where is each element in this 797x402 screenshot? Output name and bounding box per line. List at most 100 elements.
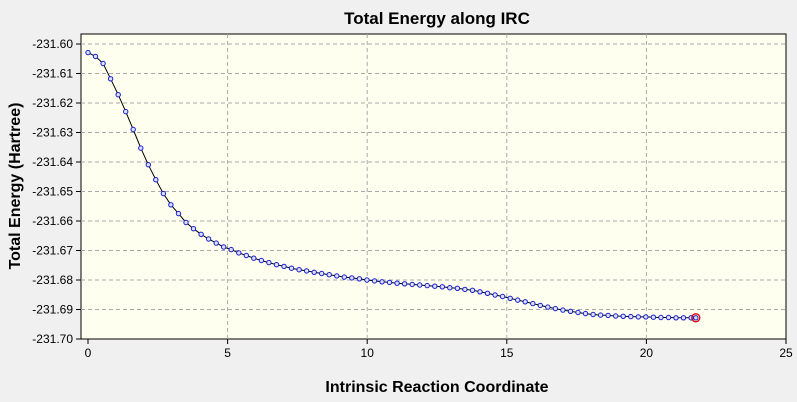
x-axis-label: Intrinsic Reaction Coordinate — [325, 379, 548, 396]
data-point — [145, 162, 152, 168]
data-point — [537, 302, 543, 309]
grid-lines — [81, 34, 786, 339]
data-point — [130, 126, 136, 133]
data-point — [153, 177, 159, 183]
data-point — [605, 312, 611, 319]
data-point — [477, 289, 483, 295]
data-point — [515, 297, 521, 303]
data-point — [107, 76, 114, 82]
current-point-marker — [691, 313, 701, 323]
data-point — [499, 293, 506, 300]
data-point — [590, 311, 596, 318]
y-tick-label: -231.69 — [32, 303, 73, 317]
data-point — [447, 285, 453, 291]
data-point — [85, 49, 91, 56]
data-point — [658, 314, 664, 321]
x-tick-label: 5 — [224, 346, 231, 360]
data-point — [575, 309, 581, 316]
data-point — [160, 190, 167, 197]
data-point — [123, 108, 129, 115]
data-point — [258, 257, 265, 264]
data-point — [168, 202, 174, 208]
data-point — [439, 284, 445, 290]
data-point — [205, 236, 212, 242]
data-point — [530, 300, 536, 307]
data-point — [379, 279, 385, 285]
data-point — [356, 276, 363, 282]
series-energy — [85, 49, 701, 323]
y-axis-label: Total Energy (Hartree) — [7, 103, 24, 270]
data-point — [507, 295, 513, 301]
data-point — [349, 275, 355, 281]
y-tick-label: -231.66 — [32, 214, 73, 228]
data-point — [432, 283, 438, 289]
data-point — [303, 268, 310, 274]
y-tick-label: -231.62 — [32, 96, 73, 110]
data-point — [401, 281, 408, 287]
data-point — [484, 290, 491, 296]
tick-labels: 0 5 10 15 20 25 -231.60 -231.61 -231.62 -231.63 -2… — [32, 37, 793, 360]
data-point — [92, 53, 99, 60]
data-point — [469, 287, 476, 293]
data-point — [454, 285, 461, 291]
data-point — [311, 269, 317, 275]
data-point — [417, 282, 423, 288]
data-point — [243, 252, 250, 259]
data-point — [281, 263, 287, 270]
y-tick-label: -231.65 — [32, 185, 73, 199]
data-point — [334, 273, 340, 279]
y-tick-label: -231.67 — [32, 244, 73, 258]
data-point — [213, 240, 219, 246]
data-point — [319, 270, 325, 277]
data-point — [545, 304, 551, 310]
data-point — [582, 310, 589, 317]
data-point — [680, 315, 687, 321]
data-point — [371, 278, 378, 284]
data-point — [175, 210, 182, 217]
data-point — [326, 272, 332, 278]
data-point — [552, 305, 559, 312]
data-point — [100, 60, 106, 67]
data-point — [620, 313, 626, 319]
data-point — [613, 313, 619, 319]
data-point — [424, 282, 430, 289]
data-point — [221, 244, 227, 250]
data-point — [492, 292, 498, 298]
y-tick-label: -231.68 — [32, 273, 73, 287]
data-point — [138, 145, 144, 151]
data-point — [341, 274, 347, 280]
data-point — [236, 250, 242, 256]
x-tick-label: 10 — [361, 346, 375, 360]
data-point — [628, 313, 634, 320]
data-point — [673, 315, 679, 321]
data-point — [296, 267, 302, 273]
data-point — [665, 314, 672, 321]
data-point — [266, 259, 272, 266]
data-point — [567, 308, 574, 314]
data-point — [386, 279, 393, 286]
series-line — [87, 52, 696, 319]
chart-title: Total Energy along IRC — [344, 9, 530, 28]
y-tick-label: -231.60 — [32, 37, 73, 51]
y-tick-label: -231.64 — [32, 155, 73, 169]
data-point — [251, 255, 257, 261]
data-point — [409, 281, 415, 288]
data-point — [597, 312, 604, 318]
data-point — [198, 231, 204, 238]
data-point — [183, 219, 189, 226]
data-point — [115, 92, 121, 98]
data-point — [560, 307, 566, 313]
data-point — [190, 226, 197, 232]
data-point — [288, 265, 295, 271]
data-point — [394, 280, 400, 286]
y-tick-label: -231.70 — [32, 332, 73, 346]
x-tick-label: 15 — [500, 346, 514, 360]
data-point — [273, 262, 280, 268]
data-point — [522, 299, 528, 305]
x-tick-label: 20 — [640, 346, 654, 360]
data-point — [462, 286, 468, 293]
plot-area — [80, 33, 787, 340]
x-tick-label: 0 — [85, 346, 92, 360]
